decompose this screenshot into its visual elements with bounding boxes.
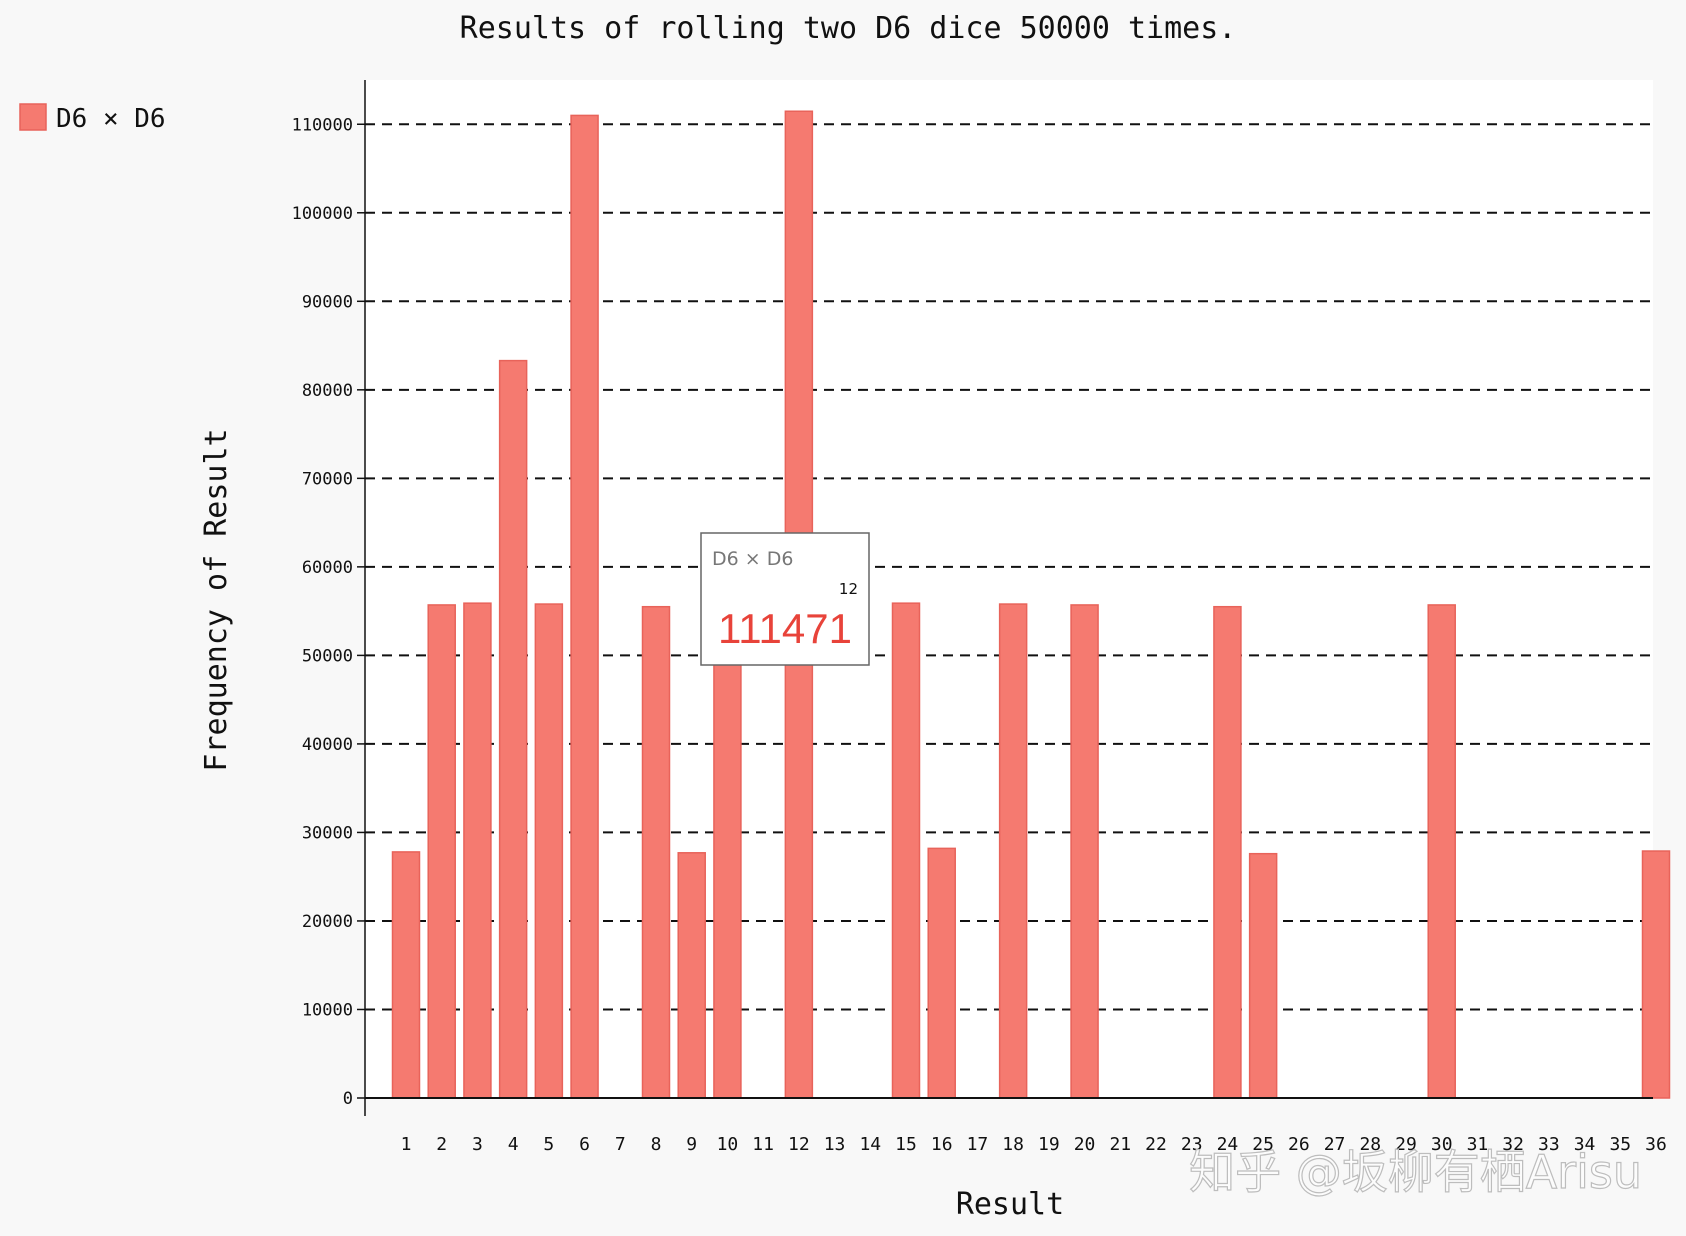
bar-36[interactable] xyxy=(1641,850,1671,1099)
x-tick-label: 5 xyxy=(543,1134,554,1155)
x-tick-label: 34 xyxy=(1574,1134,1596,1155)
x-tick-label: 27 xyxy=(1324,1134,1346,1155)
x-tick-label: 36 xyxy=(1645,1134,1667,1155)
x-axis-label: Result xyxy=(956,1187,1064,1222)
bar-10[interactable] xyxy=(713,605,742,1099)
x-tick-label: 21 xyxy=(1109,1134,1131,1155)
x-tick-label: 18 xyxy=(1002,1134,1024,1155)
y-tick-label: 10000 xyxy=(302,1000,353,1020)
y-tick-label: 0 xyxy=(343,1089,353,1109)
bar-5[interactable] xyxy=(534,603,564,1099)
bar-18[interactable] xyxy=(998,603,1028,1099)
x-tick-label: 11 xyxy=(752,1134,774,1155)
x-tick-label: 8 xyxy=(651,1134,662,1155)
x-tick-label: 24 xyxy=(1217,1134,1239,1155)
y-tick-label: 70000 xyxy=(302,469,353,489)
x-tick-label: 1 xyxy=(401,1134,412,1155)
tooltip: D6 × D6 12 111471 xyxy=(700,532,870,666)
x-tick-label: 28 xyxy=(1359,1134,1381,1155)
x-tick-label: 31 xyxy=(1467,1134,1489,1155)
x-tick-label: 33 xyxy=(1538,1134,1560,1155)
bar-30[interactable] xyxy=(1427,604,1456,1099)
x-tick-label: 30 xyxy=(1431,1134,1453,1155)
chart-title: Results of rolling two D6 dice 50000 tim… xyxy=(460,11,1237,46)
bar-20[interactable] xyxy=(1070,604,1099,1099)
x-tick-label: 4 xyxy=(508,1134,519,1155)
y-tick-label: 100000 xyxy=(292,204,353,224)
tooltip-series: D6 × D6 xyxy=(712,548,793,570)
bar-2[interactable] xyxy=(427,604,456,1099)
x-tick-label: 17 xyxy=(967,1134,989,1155)
x-tick-label: 35 xyxy=(1609,1134,1631,1155)
x-tick-label: 15 xyxy=(895,1134,917,1155)
x-tick-label: 7 xyxy=(615,1134,626,1155)
watermark: 知乎 @坂柳有栖Arisu xyxy=(1189,1145,1642,1199)
tooltip-value: 111471 xyxy=(718,605,852,652)
bar-8[interactable] xyxy=(641,605,671,1099)
y-tick-label: 30000 xyxy=(302,823,353,843)
bar-24[interactable] xyxy=(1213,605,1242,1099)
y-tick-label: 20000 xyxy=(302,912,353,932)
x-tick-label: 22 xyxy=(1145,1134,1167,1155)
x-tick-label: 23 xyxy=(1181,1134,1203,1155)
x-tick-label: 10 xyxy=(717,1134,739,1155)
y-tick-label: 110000 xyxy=(292,115,353,135)
x-tick-label: 9 xyxy=(686,1134,697,1155)
x-tick-label: 20 xyxy=(1074,1134,1096,1155)
bar-25[interactable] xyxy=(1248,852,1278,1099)
y-tick-label: 90000 xyxy=(302,292,353,312)
bar-1[interactable] xyxy=(391,851,421,1099)
y-axis-label: Frequency of Result xyxy=(199,428,234,771)
x-tick-label: 3 xyxy=(472,1134,483,1155)
x-tick-label: 12 xyxy=(788,1134,810,1155)
y-tick-label: 50000 xyxy=(302,646,353,666)
y-tick-label: 40000 xyxy=(302,735,353,755)
tooltip-box xyxy=(700,532,870,666)
x-tick-label: 29 xyxy=(1395,1134,1417,1155)
x-tick-label: 14 xyxy=(859,1134,881,1155)
x-tick-label: 2 xyxy=(436,1134,447,1155)
x-tick-label: 26 xyxy=(1288,1134,1310,1155)
x-tick-label: 32 xyxy=(1502,1134,1524,1155)
x-tick-label: 6 xyxy=(579,1134,590,1155)
bar-16[interactable] xyxy=(927,847,956,1099)
bar-6[interactable] xyxy=(570,114,599,1099)
legend[interactable]: D6 × D6 xyxy=(19,103,166,134)
legend-label[interactable]: D6 × D6 xyxy=(56,104,166,134)
x-tick-label: 25 xyxy=(1252,1134,1274,1155)
x-tick-label: 13 xyxy=(824,1134,846,1155)
bar-15[interactable] xyxy=(891,602,921,1099)
bar-4[interactable] xyxy=(498,359,528,1099)
y-tick-label: 80000 xyxy=(302,381,353,401)
tooltip-x-value: 12 xyxy=(839,580,858,598)
x-tick-label: 16 xyxy=(931,1134,953,1155)
bar-3[interactable] xyxy=(463,602,492,1099)
bar-9[interactable] xyxy=(677,852,706,1099)
legend-swatch[interactable] xyxy=(19,103,47,131)
y-tick-label: 60000 xyxy=(302,558,353,578)
x-tick-label: 19 xyxy=(1038,1134,1060,1155)
